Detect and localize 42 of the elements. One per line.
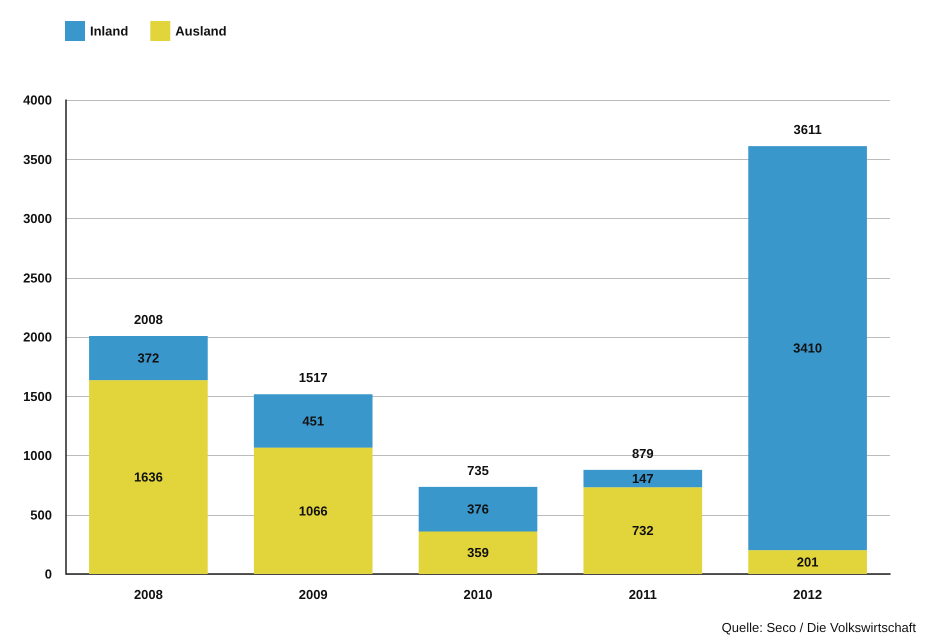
total-label: 2008 (134, 312, 163, 328)
data-label: 451 (302, 413, 324, 428)
total-label: 735 (467, 462, 489, 478)
data-label: 376 (467, 502, 489, 517)
data-label: 732 (632, 523, 654, 538)
y-tick-label: 2500 (23, 270, 52, 286)
total-label: 3611 (794, 122, 822, 138)
total-label: 879 (632, 446, 654, 461)
bar (748, 550, 867, 574)
bar (748, 146, 867, 550)
y-tick-label: 0 (44, 566, 52, 582)
y-tick-label: 1000 (23, 448, 52, 463)
total-label: 1517 (298, 370, 328, 386)
source-note: Quelle: Seco / Die Volkswirtschaft (722, 620, 916, 635)
data-label: 372 (138, 350, 160, 366)
bar (583, 487, 702, 574)
data-label: 201 (796, 554, 818, 570)
y-tick-label: 3000 (23, 211, 52, 226)
data-label: 3410 (793, 340, 822, 356)
bar (89, 380, 208, 574)
bar (254, 448, 373, 574)
y-tick-label: 500 (30, 507, 52, 522)
data-label: 359 (467, 545, 489, 560)
bar (254, 394, 373, 448)
x-tick-label: 2008 (134, 587, 163, 602)
x-tick-label: 2012 (793, 587, 822, 602)
x-tick-label: 2009 (298, 587, 328, 602)
y-tick-label: 3500 (23, 152, 52, 167)
x-tick-label: 2011 (628, 587, 657, 602)
bar (89, 336, 208, 380)
legend-label: Inland (90, 24, 128, 38)
data-label: 1066 (298, 503, 328, 518)
legend-label: Ausland (175, 24, 227, 38)
data-label: 147 (632, 471, 654, 486)
y-tick-label: 1500 (23, 388, 52, 404)
y-tick-label: 2000 (23, 330, 52, 344)
bar (418, 531, 538, 574)
y-tick-label: 4000 (23, 92, 52, 108)
bar (418, 486, 538, 532)
bar (583, 470, 702, 488)
data-label: 1636 (134, 470, 163, 485)
x-tick-label: 2010 (464, 587, 492, 602)
